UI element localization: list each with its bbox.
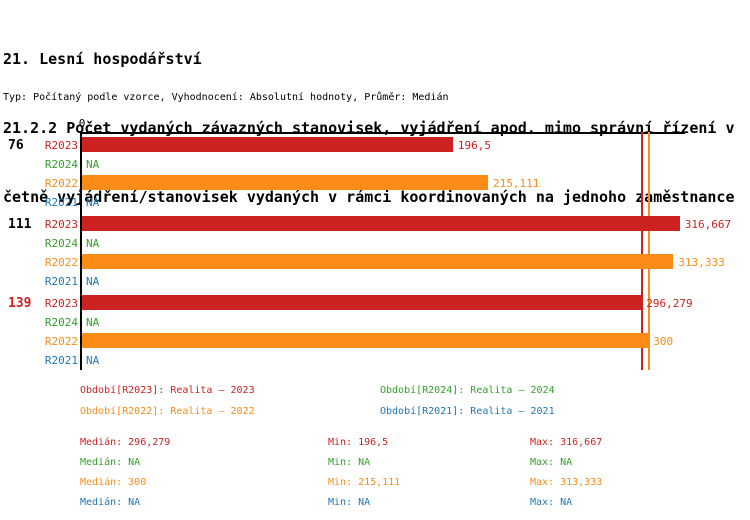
- stat-min: Min: NA: [328, 457, 371, 468]
- stat-min: Min: 196,5: [328, 437, 389, 448]
- page-header: 21. Lesní hospodářství 21.2.2 Počet vyda…: [3, 2, 735, 232]
- bar-value-label: 215,111: [493, 177, 540, 190]
- bar-value-label: NA: [86, 196, 100, 209]
- bar-value-label: 313,333: [678, 256, 725, 269]
- group-label: 139: [8, 296, 32, 311]
- stat-median: Medián: NA: [80, 457, 141, 468]
- bar-value-label: 300: [653, 335, 674, 348]
- legend-item: Období[R2021]: Realita – 2021: [380, 406, 555, 417]
- chapter-title: 21. Lesní hospodářství: [3, 50, 202, 68]
- legend-item: Období[R2022]: Realita – 2022: [80, 406, 255, 417]
- row-label-r2023: R2023: [44, 218, 78, 231]
- stat-median: Medián: NA: [80, 497, 141, 508]
- indicator-title-line2: četně vyjádření/stanovisek vydaných v rá…: [3, 188, 735, 206]
- row-label-r2021: R2021: [44, 196, 78, 209]
- legend-item: Období[R2024]: Realita – 2024: [380, 385, 555, 396]
- row-label-r2023: R2023: [44, 139, 78, 152]
- bar-value-label: 296,279: [646, 297, 693, 310]
- row-label-r2022: R2022: [44, 177, 78, 190]
- stat-max: Max: 316,667: [530, 437, 603, 448]
- row-label-r2024: R2024: [44, 316, 78, 329]
- bar-value-label: 196,5: [457, 139, 492, 152]
- stat-min: Min: NA: [328, 497, 371, 508]
- bar-value-label: NA: [86, 316, 100, 329]
- bar-r2023: [82, 216, 680, 231]
- group-label: 111: [8, 217, 32, 232]
- bar-r2022: [82, 333, 649, 348]
- bar-value-label: NA: [86, 275, 100, 288]
- bar-value-label: 316,667: [684, 218, 732, 231]
- stat-median: Medián: 296,279: [80, 437, 171, 448]
- row-label-r2022: R2022: [44, 335, 78, 348]
- stat-min: Min: 215,111: [328, 477, 401, 488]
- y-axis-line: [80, 132, 82, 370]
- row-label-r2024: R2024: [44, 237, 78, 250]
- stat-max: Max: NA: [530, 497, 573, 508]
- row-label-r2021: R2021: [44, 275, 78, 288]
- row-label-r2023: R2023: [44, 297, 78, 310]
- bar-r2022: [82, 254, 674, 269]
- stat-median: Medián: 300: [80, 477, 147, 488]
- stat-max: Max: NA: [530, 457, 573, 468]
- row-label-r2024: R2024: [44, 158, 78, 171]
- bar-value-label: NA: [86, 158, 100, 171]
- group-label: 76: [8, 138, 24, 153]
- row-label-r2021: R2021: [44, 354, 78, 367]
- bar-value-label: NA: [86, 354, 100, 367]
- stat-max: Max: 313,333: [530, 477, 603, 488]
- axis-zero-label: 0: [78, 117, 86, 130]
- indicator-subtitle: Typ: Počítaný podle vzorce, Vyhodnocení:…: [3, 92, 449, 103]
- x-axis-line: [81, 132, 685, 134]
- median-line-orange: [648, 132, 651, 370]
- bar-r2023: [82, 295, 642, 310]
- median-line-red: [641, 132, 644, 370]
- legend-item: Období[R2023]: Realita – 2023: [80, 385, 255, 396]
- bar-value-label: NA: [86, 237, 100, 250]
- bar-r2022: [82, 175, 489, 190]
- bar-r2023: [82, 137, 453, 152]
- row-label-r2022: R2022: [44, 256, 78, 269]
